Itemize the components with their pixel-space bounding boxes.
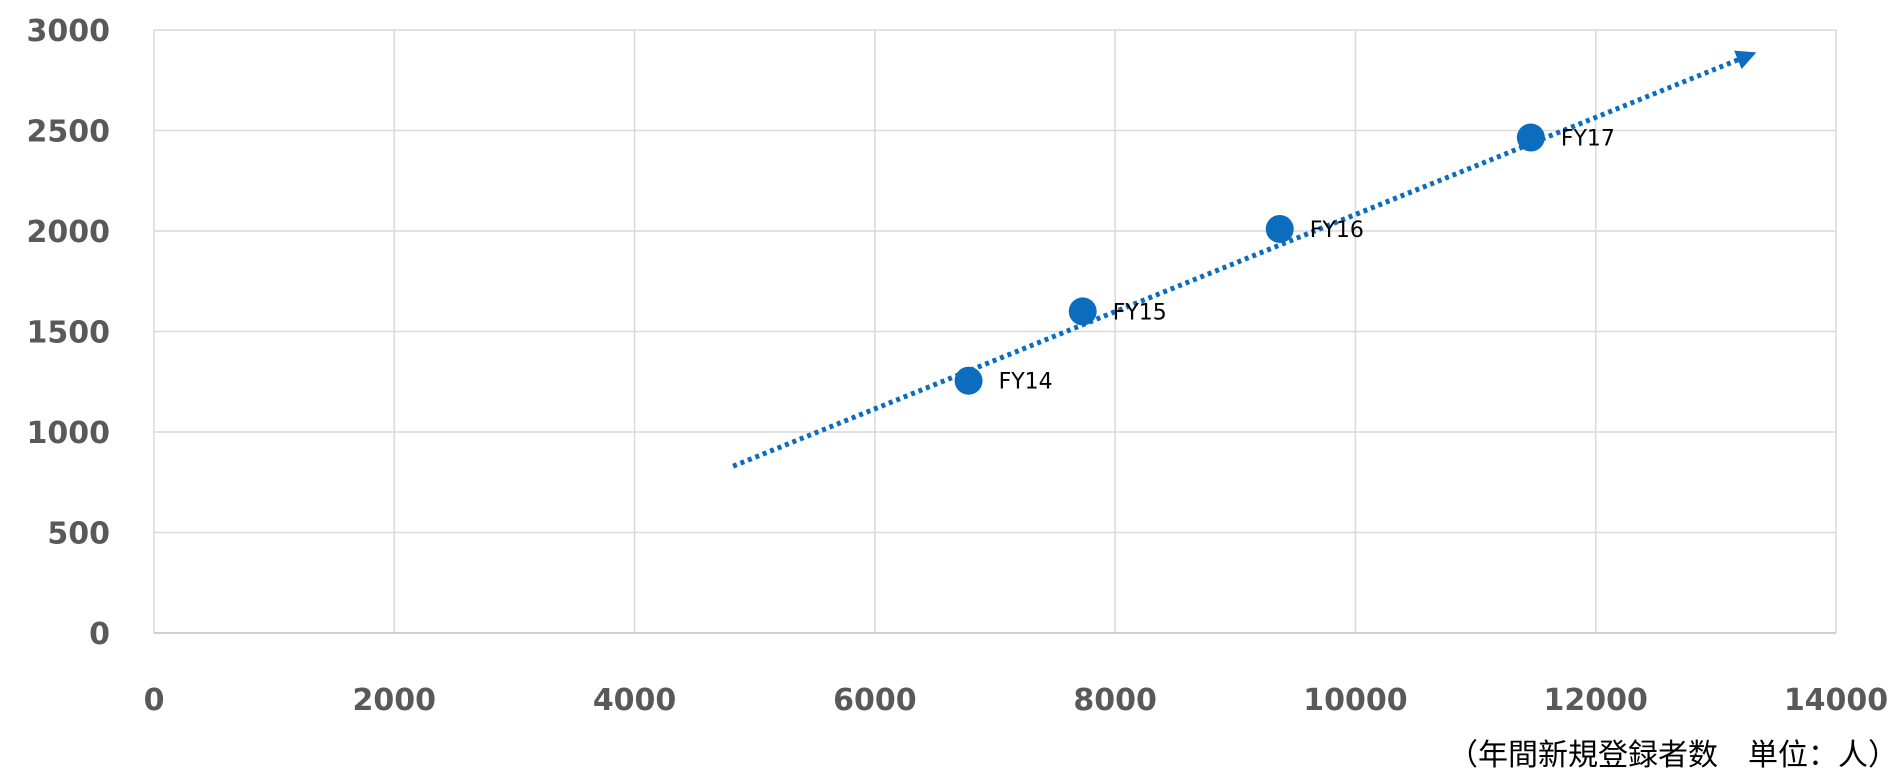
x-tick-label: 4000 [593,683,677,718]
data-point [1265,214,1294,243]
x-tick-label: 0 [144,683,165,718]
x-tick-label: 8000 [1073,683,1157,718]
y-tick-label: 0 [89,617,110,652]
y-tick-label: 1500 [27,316,111,351]
trendline [732,50,1757,469]
y-tick-label: 1000 [27,416,111,451]
trendline-layer [732,50,1757,469]
data-point-label: FY16 [1310,218,1364,243]
x-unit-label: （年間新規登録者数 単位：人） [1448,738,1898,773]
y-tick-label: 2000 [27,215,111,250]
grid-layer [153,29,1837,634]
point-layer [954,123,1545,395]
data-point-label: FY15 [1113,300,1167,325]
y-tick-label: 3000 [27,14,111,49]
data-point [1068,297,1097,326]
y-tick-label: 2500 [27,115,111,150]
data-point-label: FY14 [999,370,1053,395]
x-tick-label: 2000 [353,683,437,718]
data-point [954,366,983,395]
x-tick-label: 12000 [1544,683,1648,718]
data-point [1516,123,1545,152]
data-label-layer: FY14 FY15 FY16 FY17 [999,127,1615,395]
y-tick-label: 500 [47,517,110,552]
x-tick-label: 10000 [1303,683,1407,718]
x-tick-label: 6000 [833,683,917,718]
data-point-label: FY17 [1561,127,1615,152]
tick-label-layer: 0 500 1000 1500 2000 2500 3000 0 2000 4000 6000 800… [27,14,1889,718]
x-tick-label: 14000 [1784,683,1888,718]
